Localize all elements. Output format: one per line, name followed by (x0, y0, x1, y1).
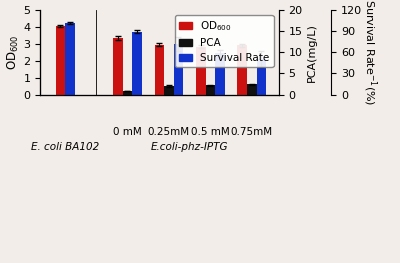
Bar (215, 53, 225, 95)
Bar (65, 23, 75, 95)
Bar (238, 45, 247, 95)
Text: 0.25mM: 0.25mM (148, 127, 190, 137)
Bar (196, 47, 206, 95)
Bar (56, 26, 65, 95)
Text: 0.75mM: 0.75mM (231, 127, 273, 137)
Bar (113, 38, 122, 95)
Bar (154, 45, 164, 95)
Y-axis label: PCA(mg/L): PCA(mg/L) (307, 23, 317, 82)
Y-axis label: Survival Rate$^{-1}$(%): Survival Rate$^{-1}$(%) (361, 0, 379, 105)
Text: E. coli BA102: E. coli BA102 (31, 142, 99, 152)
Bar (174, 44, 183, 95)
Text: E.coli-phz-IPTG: E.coli-phz-IPTG (151, 142, 228, 152)
Bar (132, 32, 142, 95)
Bar (164, 86, 174, 95)
Bar (206, 85, 215, 95)
Text: 0 mM: 0 mM (113, 127, 142, 137)
Bar (256, 59, 266, 95)
Legend: OD$_{600}$, PCA, Survival Rate: OD$_{600}$, PCA, Survival Rate (175, 15, 274, 67)
Bar (247, 84, 256, 95)
Bar (122, 91, 132, 95)
Text: 0.5 mM: 0.5 mM (191, 127, 230, 137)
Y-axis label: OD$_{600}$: OD$_{600}$ (6, 34, 21, 70)
